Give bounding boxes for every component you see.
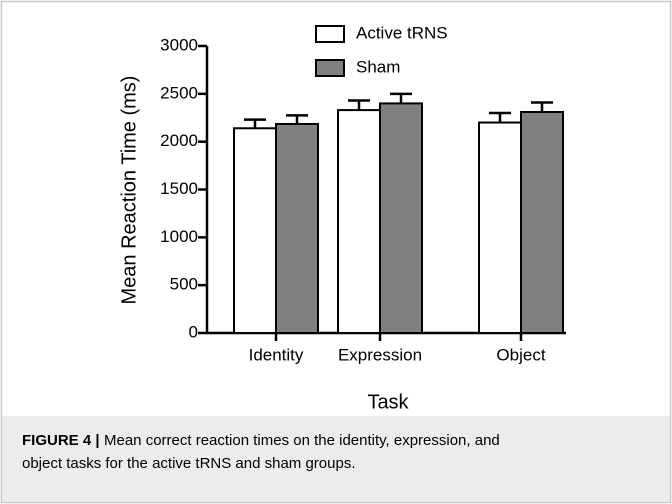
y-tick-label: 0 <box>189 322 198 341</box>
y-tick-label: 2500 <box>160 83 198 102</box>
bar <box>233 127 277 334</box>
caption-label: FIGURE 4 | <box>22 432 100 449</box>
bar <box>520 111 564 335</box>
bar <box>379 102 423 335</box>
x-tick-label: Expression <box>338 345 422 364</box>
y-tick-label: 1000 <box>160 227 198 246</box>
caption-background <box>2 416 670 502</box>
y-tick-label: 2000 <box>160 131 198 150</box>
legend-swatch <box>315 59 345 77</box>
legend-label: Sham <box>356 57 400 76</box>
bar <box>337 109 381 334</box>
bar <box>478 121 522 334</box>
x-axis-label: Task <box>367 391 409 413</box>
y-tick-label: 1500 <box>160 179 198 198</box>
y-tick-label: 500 <box>170 275 198 294</box>
y-tick-label: 3000 <box>160 35 198 54</box>
caption-text: object tasks for the active tRNS and sha… <box>22 455 356 472</box>
y-axis-label: Mean Reaction Time (ms) <box>118 76 140 305</box>
caption-text: Mean correct reaction times on the ident… <box>104 432 500 449</box>
legend-swatch <box>315 25 345 43</box>
legend-label: Active tRNS <box>356 23 448 42</box>
bar <box>275 122 319 334</box>
x-tick-label: Identity <box>249 345 304 364</box>
x-tick-label: Object <box>496 345 545 364</box>
